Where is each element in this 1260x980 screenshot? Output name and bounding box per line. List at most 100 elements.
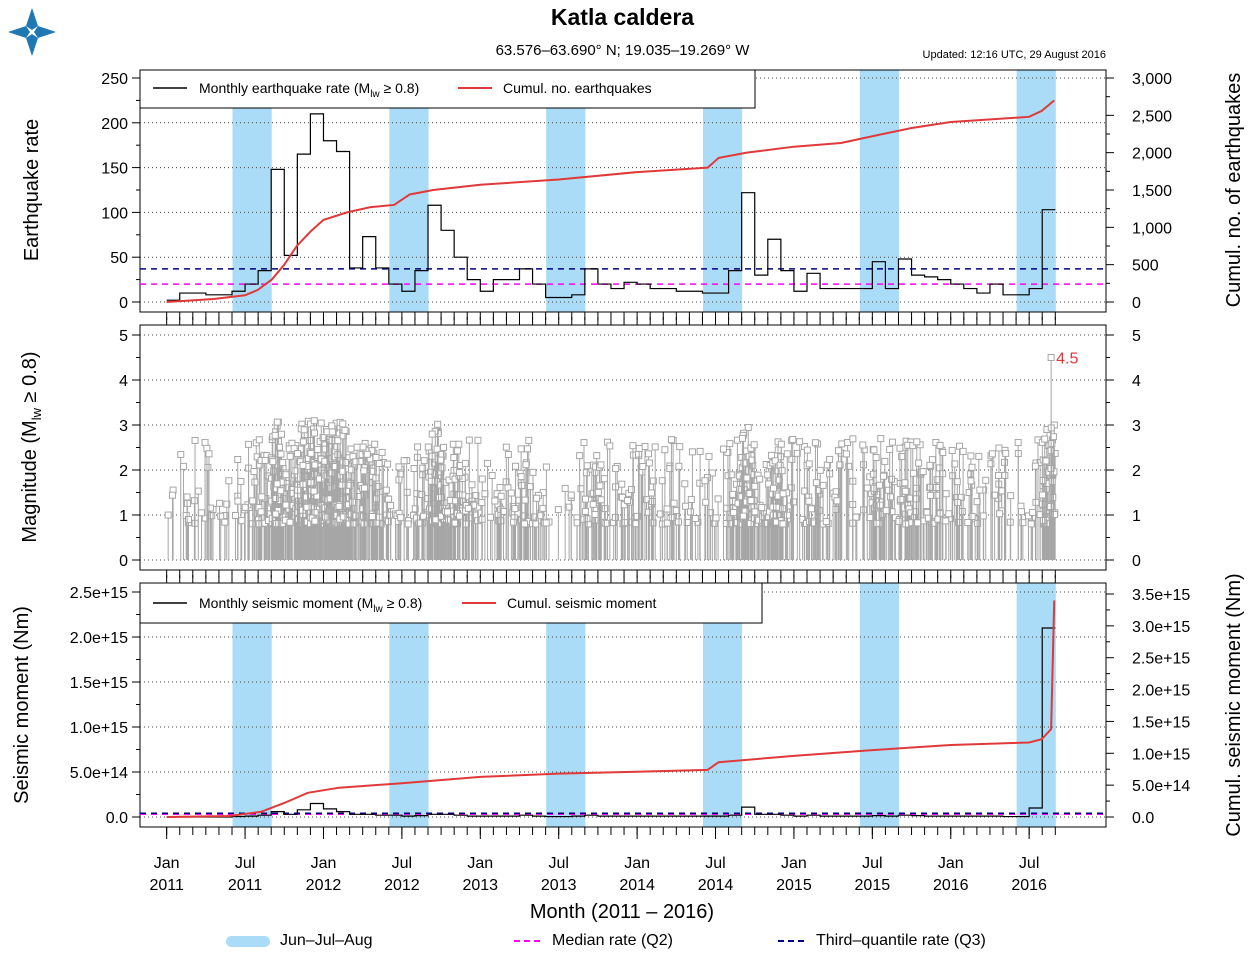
event-marker bbox=[881, 457, 889, 465]
event-marker bbox=[272, 510, 280, 518]
y-tick-label: 200 bbox=[101, 116, 128, 133]
event-marker bbox=[670, 499, 678, 507]
event-marker bbox=[675, 462, 683, 470]
event-marker bbox=[845, 462, 853, 470]
y-tick-label: 50 bbox=[110, 250, 128, 267]
event-marker bbox=[496, 483, 504, 491]
event-marker bbox=[714, 495, 722, 503]
event-marker bbox=[948, 446, 956, 454]
event-marker bbox=[438, 464, 446, 472]
event-marker bbox=[225, 477, 233, 485]
event-marker bbox=[334, 437, 342, 445]
x-tick-label-year: 2011 bbox=[149, 877, 184, 894]
event-marker bbox=[529, 468, 537, 476]
event-marker bbox=[245, 440, 253, 448]
event-marker bbox=[234, 456, 242, 464]
x-tick-label-year: 2016 bbox=[933, 877, 969, 894]
event-marker bbox=[932, 484, 940, 492]
event-marker bbox=[939, 449, 947, 457]
event-marker bbox=[249, 497, 257, 505]
event-marker bbox=[629, 442, 637, 450]
event-marker bbox=[756, 475, 764, 483]
legend-band-label: Jun–Jul–Aug bbox=[280, 932, 373, 949]
legend-item-median: Median rate (Q2) bbox=[514, 932, 673, 950]
event-marker bbox=[957, 493, 965, 501]
event-marker bbox=[928, 456, 936, 464]
event-marker bbox=[621, 519, 629, 527]
event-marker bbox=[387, 502, 395, 510]
event-marker bbox=[339, 513, 347, 521]
event-marker bbox=[353, 443, 361, 451]
x-tick-label-year: 2014 bbox=[619, 877, 655, 894]
event-marker bbox=[1032, 498, 1040, 506]
event-marker bbox=[360, 467, 368, 475]
event-marker bbox=[414, 443, 422, 451]
event-marker bbox=[234, 497, 242, 505]
event-marker bbox=[1042, 457, 1050, 465]
event-marker bbox=[269, 458, 277, 466]
event-marker bbox=[352, 458, 360, 466]
event-marker bbox=[884, 486, 892, 494]
legend-box-moment bbox=[139, 582, 763, 624]
event-marker bbox=[378, 448, 386, 456]
event-marker bbox=[667, 436, 675, 444]
event-marker bbox=[363, 450, 371, 458]
event-marker bbox=[321, 445, 329, 453]
event-marker bbox=[208, 512, 216, 520]
event-marker bbox=[919, 468, 927, 476]
event-marker bbox=[272, 494, 280, 502]
event-marker bbox=[959, 447, 967, 455]
event-marker bbox=[705, 453, 713, 461]
event-marker bbox=[1031, 462, 1039, 470]
event-marker bbox=[567, 491, 575, 499]
event-marker bbox=[395, 463, 403, 471]
event-marker bbox=[328, 428, 336, 436]
event-marker bbox=[967, 452, 975, 460]
y-tick-label: 5.0e+14 bbox=[70, 765, 128, 782]
event-marker bbox=[901, 487, 909, 495]
event-marker bbox=[321, 457, 329, 465]
y2-tick-label: 3,000 bbox=[1132, 71, 1172, 88]
x-tick-label-month: Jul bbox=[235, 855, 255, 872]
event-marker bbox=[771, 457, 779, 465]
max-magnitude-label: 4.5 bbox=[1056, 351, 1078, 368]
event-marker bbox=[656, 510, 664, 518]
event-marker bbox=[734, 499, 742, 507]
event-marker bbox=[842, 450, 850, 458]
event-marker bbox=[238, 517, 246, 525]
event-marker bbox=[371, 440, 379, 448]
median-swatch-icon bbox=[514, 940, 540, 942]
event-marker bbox=[743, 474, 751, 482]
event-marker bbox=[834, 447, 842, 455]
event-marker bbox=[658, 477, 666, 485]
event-marker bbox=[644, 508, 652, 516]
chart-area: 05010015020025005001,0001,5002,0002,5003… bbox=[11, 69, 1245, 923]
event-marker bbox=[811, 439, 819, 447]
event-marker bbox=[729, 490, 737, 498]
event-marker bbox=[1039, 491, 1047, 499]
event-marker bbox=[995, 444, 1003, 452]
event-marker bbox=[411, 505, 419, 513]
event-marker bbox=[456, 512, 464, 520]
event-marker bbox=[253, 453, 261, 461]
event-marker bbox=[581, 507, 589, 515]
y2-axis-label-moment: Cumul. seismic moment (Nm) bbox=[1223, 573, 1245, 836]
event-marker bbox=[523, 445, 531, 453]
event-marker bbox=[887, 493, 895, 501]
x-tick-label-year: 2016 bbox=[1011, 877, 1047, 894]
event-marker bbox=[783, 450, 791, 458]
event-marker bbox=[291, 467, 299, 475]
event-marker bbox=[942, 517, 950, 525]
y-tick-label: 2.0e+15 bbox=[70, 630, 128, 647]
event-marker bbox=[651, 443, 659, 451]
event-marker bbox=[968, 512, 976, 520]
x-tick-label-year: 2012 bbox=[384, 877, 420, 894]
event-marker bbox=[696, 447, 704, 455]
event-marker bbox=[299, 438, 307, 446]
event-marker bbox=[437, 456, 445, 464]
event-marker bbox=[359, 443, 367, 451]
event-marker bbox=[241, 503, 249, 511]
event-marker bbox=[886, 445, 894, 453]
event-marker bbox=[385, 495, 393, 503]
event-marker bbox=[204, 463, 212, 471]
